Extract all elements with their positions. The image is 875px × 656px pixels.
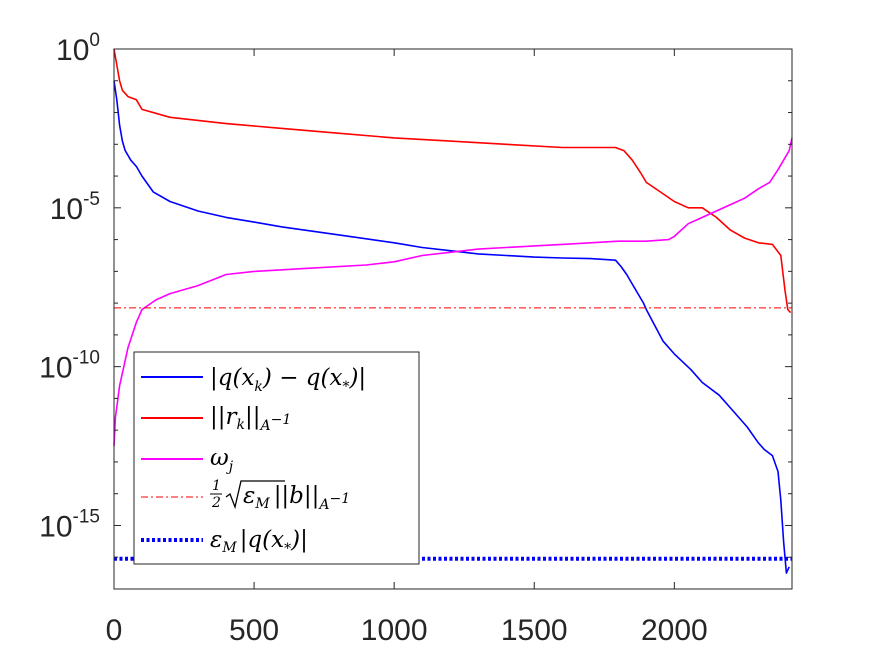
- legend-label-omega: ωj: [210, 445, 234, 475]
- legend-residual-sup-inv: −1: [271, 412, 292, 428]
- legend-label-residual-norm: ||rk||A−1: [210, 404, 291, 434]
- legend-residual-sub-a: A: [258, 418, 270, 434]
- legend-label-machine-eps: εM |q(x*)|: [210, 527, 308, 557]
- legend-residual-part-1: ||r: [210, 404, 238, 430]
- legend-threshold-sqrt-sign: [225, 480, 285, 510]
- legend-omega-part-1: ω: [210, 445, 229, 471]
- legend-residual-sub-k: k: [237, 417, 245, 433]
- y-tick-base-0: 10: [56, 34, 89, 67]
- legend-threshold-sup-inv: −1: [330, 491, 351, 507]
- y-tick-label-2: 10-10: [39, 348, 100, 385]
- legend-eps-symbol: ε: [210, 527, 222, 553]
- legend-threshold-sub-m: M: [254, 496, 270, 512]
- legend-threshold-eps: ε: [243, 483, 255, 509]
- x-tick-label-0: 0: [106, 614, 123, 647]
- legend-threshold-frac-num: 1: [212, 478, 221, 494]
- legend-threshold-frac-den: 2: [211, 495, 221, 511]
- series-line-0: [113, 80, 790, 574]
- legend-threshold-sub-a: A: [317, 497, 329, 513]
- ticks-layer: [113, 48, 792, 590]
- x-tick-labels: 0 500 1000 1500 2000: [106, 614, 708, 647]
- legend-eps-part-3: )|: [290, 527, 308, 553]
- legend-eps-sub-m: M: [221, 540, 237, 556]
- x-tick-label-3: 1500: [501, 614, 568, 647]
- y-tick-base-1: 10: [50, 193, 83, 226]
- y-tick-exponent-0: 0: [89, 30, 100, 51]
- plot-box: [113, 48, 793, 590]
- y-tick-exponent-3: -15: [73, 506, 100, 527]
- legend-abs-error-sub-k: k: [254, 379, 262, 395]
- y-tick-exponent-1: -5: [83, 189, 100, 210]
- legend-threshold-bnorm: ||b||: [274, 483, 320, 509]
- legend: |q(xk) − q(x*)| ||rk||A−1 ωj 1 2 εM ||b||…: [133, 351, 420, 565]
- legend-abs-error-sub-star: *: [342, 379, 349, 395]
- legend-abs-error-part-2: ) − q(x: [262, 365, 343, 391]
- legend-label-threshold: 1 2 εM ||b||A−1: [210, 478, 350, 513]
- series-line-2: [113, 137, 793, 447]
- x-tick-label-1: 500: [229, 614, 279, 647]
- legend-residual-part-2: ||: [245, 404, 261, 430]
- y-tick-label-1: 10-5: [50, 189, 100, 226]
- legend-abs-error-part-3: )|: [348, 365, 366, 391]
- y-tick-base-2: 10: [39, 352, 72, 385]
- legend-eps-part-2: |q(x: [240, 527, 284, 553]
- x-tick-label-2: 1000: [361, 614, 428, 647]
- legend-label-abs-error: |q(xk) − q(x*)|: [210, 365, 366, 395]
- series-line-1: [113, 48, 792, 314]
- y-tick-label-3: 10-15: [39, 506, 100, 543]
- y-tick-base-3: 10: [39, 510, 72, 543]
- x-tick-label-4: 2000: [641, 614, 708, 647]
- y-tick-exponent-2: -10: [73, 348, 100, 369]
- legend-omega-sub-j: j: [226, 459, 234, 475]
- y-tick-label-0: 100: [56, 30, 100, 67]
- legend-threshold-text: εM ||b||A−1: [243, 483, 350, 513]
- legend-eps-sub-star: *: [284, 541, 291, 557]
- legend-abs-error-part-1: |q(x: [210, 365, 254, 391]
